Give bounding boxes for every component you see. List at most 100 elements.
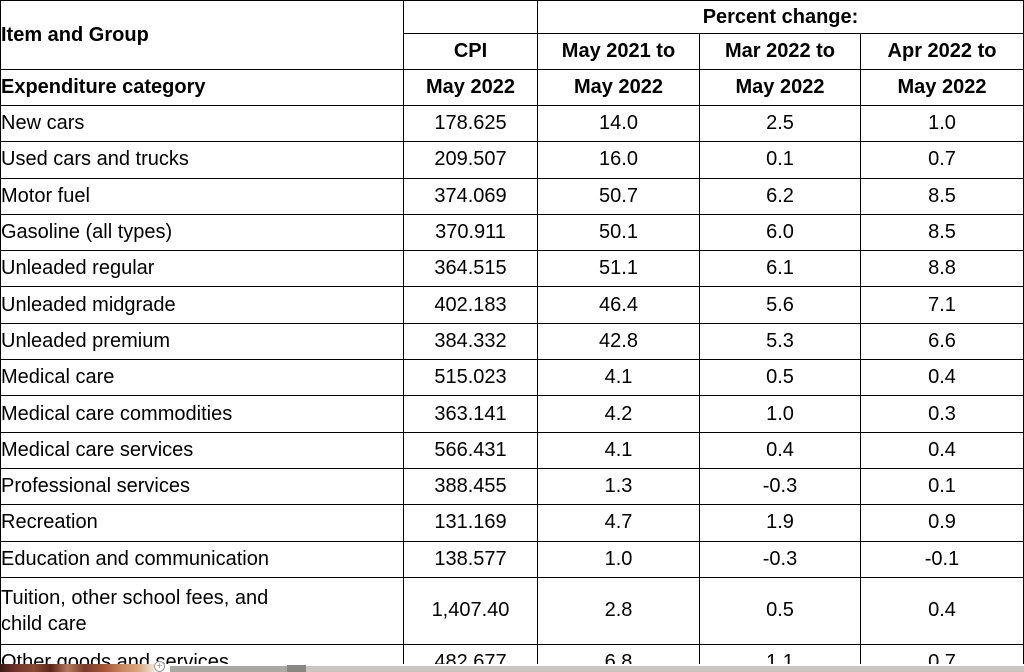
row-label: Gasoline (all types): [0, 213, 404, 252]
horizontal-scrollbar-thumb[interactable]: [287, 665, 306, 672]
row-label: Motor fuel: [0, 177, 404, 215]
pct-value-apr2022: -0.1: [860, 540, 1024, 578]
pct-value-apr2022: 0.4: [860, 576, 1024, 645]
table-row: Medical care services 566.431 4.1 0.4 0.…: [0, 431, 1024, 469]
header-item-and-group: Item and Group: [0, 0, 404, 70]
table-row: Recreation 131.169 4.7 1.9 0.9: [0, 504, 1024, 542]
pct-value-apr2022: 1.0: [860, 104, 1024, 143]
cpi-value: 131.169: [403, 504, 538, 542]
pct-value-apr2022: 8.5: [860, 213, 1024, 252]
cpi-value: 363.141: [403, 395, 538, 433]
table-row: New cars 178.625 14.0 2.5 1.0: [0, 104, 1024, 143]
pct-value-apr2022: 7.1: [860, 286, 1024, 324]
pct-value-mar2022: 5.6: [699, 286, 861, 324]
pct-value-mar2022: 0.5: [699, 576, 861, 645]
row-label: Medical care commodities: [0, 395, 404, 433]
pct-value-may2021: 2.8: [537, 576, 700, 645]
table-row: Unleaded regular 364.515 51.1 6.1 8.8: [0, 250, 1024, 288]
cpi-value: 384.332: [403, 322, 538, 361]
pct-value-may2021: 50.7: [537, 177, 700, 215]
pct-value-apr2022: 8.5: [860, 177, 1024, 215]
pct-value-apr2022: 8.8: [860, 250, 1024, 288]
cpi-value: 364.515: [403, 250, 538, 288]
pct-value-mar2022: -0.3: [699, 540, 861, 578]
row-label: Unleaded premium: [0, 322, 404, 361]
cpi-value: 566.431: [403, 431, 538, 469]
row-label: Education and communication: [0, 540, 404, 578]
pct-value-may2021: 4.2: [537, 395, 700, 433]
row-label: New cars: [0, 104, 404, 143]
header-period-apr2022: Apr 2022 to: [860, 33, 1024, 70]
pct-value-may2021: 4.1: [537, 359, 700, 397]
background-photo-sliver: [0, 664, 154, 672]
table-row: Used cars and trucks 209.507 16.0 0.1 0.…: [0, 141, 1024, 179]
cpi-value: 1,407.40: [403, 576, 538, 645]
table-row: Professional services 388.455 1.3 -0.3 0…: [0, 467, 1024, 506]
pct-value-apr2022: 0.7: [860, 643, 1024, 664]
pct-value-may2021: 1.0: [537, 540, 700, 578]
pct-value-mar2022: 5.3: [699, 322, 861, 361]
horizontal-scrollbar-track[interactable]: [170, 666, 287, 672]
row-label-cell: Tuition, other school fees, and child ca…: [0, 576, 404, 645]
pct-value-apr2022: 0.4: [860, 431, 1024, 469]
pct-value-may2021: 1.3: [537, 467, 700, 506]
row-label: Unleaded regular: [0, 250, 404, 288]
table-row: Gasoline (all types) 370.911 50.1 6.0 8.…: [0, 213, 1024, 252]
header-month-1: May 2022: [537, 69, 700, 106]
pct-value-mar2022: 1.0: [699, 395, 861, 433]
header-month-0: May 2022: [403, 69, 538, 106]
header-cpi: CPI: [403, 33, 538, 70]
cpi-value: 370.911: [403, 213, 538, 252]
row-label: Tuition, other school fees, and child ca…: [1, 586, 269, 635]
cpi-value: 402.183: [403, 286, 538, 324]
header-row-2: CPI May 2021 to Mar 2022 to Apr 2022 to: [1, 33, 1024, 70]
pct-value-may2021: 51.1: [537, 250, 700, 288]
cpi-value: 138.577: [403, 540, 538, 578]
header-percent-change: Percent change:: [537, 0, 1024, 34]
pct-value-may2021: 16.0: [537, 141, 700, 179]
header-row-1: Item and Group Percent change:: [0, 0, 1024, 70]
table-row: Unleaded premium 384.332 42.8 5.3 6.6: [0, 322, 1024, 361]
table-row: Medical care 515.023 4.1 0.5 0.4: [0, 359, 1024, 397]
pct-value-apr2022: 0.1: [860, 467, 1024, 506]
pct-value-may2021: 4.1: [537, 431, 700, 469]
row-label: Professional services: [0, 467, 404, 506]
header-row-3: Expenditure category May 2022 May 2022 M…: [0, 69, 1024, 106]
header-month-3: May 2022: [860, 69, 1024, 106]
horizontal-scrollbar-track[interactable]: [306, 666, 1024, 672]
row-label: Recreation: [0, 504, 404, 542]
header-month-2: May 2022: [699, 69, 861, 106]
pct-value-apr2022: 0.4: [860, 359, 1024, 397]
pct-value-may2021: 50.1: [537, 213, 700, 252]
pct-value-may2021: 14.0: [537, 104, 700, 143]
pct-value-mar2022: 6.2: [699, 177, 861, 215]
pct-value-mar2022: 0.5: [699, 359, 861, 397]
header-empty-cell: [403, 0, 538, 34]
cpi-value: 388.455: [403, 467, 538, 506]
cpi-value: 515.023: [403, 359, 538, 397]
header-period-mar2022: Mar 2022 to: [699, 33, 861, 70]
table-row: Unleaded midgrade 402.183 46.4 5.6 7.1: [0, 286, 1024, 324]
row-label: Other goods and services: [0, 643, 404, 664]
pct-value-may2021: 4.7: [537, 504, 700, 542]
row-label: Used cars and trucks: [0, 141, 404, 179]
pct-value-may2021: 6.8: [537, 643, 700, 664]
pct-value-mar2022: 0.1: [699, 141, 861, 179]
header-expenditure-category: Expenditure category: [0, 69, 404, 106]
pct-value-may2021: 46.4: [537, 286, 700, 324]
insert-plus-icon[interactable]: +: [154, 661, 165, 672]
table-row: Tuition, other school fees, and child ca…: [0, 576, 1024, 645]
row-label: Medical care services: [0, 431, 404, 469]
table-row: Education and communication 138.577 1.0 …: [0, 540, 1024, 578]
pct-value-apr2022: 0.7: [860, 141, 1024, 179]
row-label: Medical care: [0, 359, 404, 397]
cpi-value: 209.507: [403, 141, 538, 179]
pct-value-mar2022: 2.5: [699, 104, 861, 143]
pct-value-mar2022: 1.9: [699, 504, 861, 542]
pct-value-mar2022: -0.3: [699, 467, 861, 506]
pct-value-apr2022: 0.9: [860, 504, 1024, 542]
cpi-value: 374.069: [403, 177, 538, 215]
